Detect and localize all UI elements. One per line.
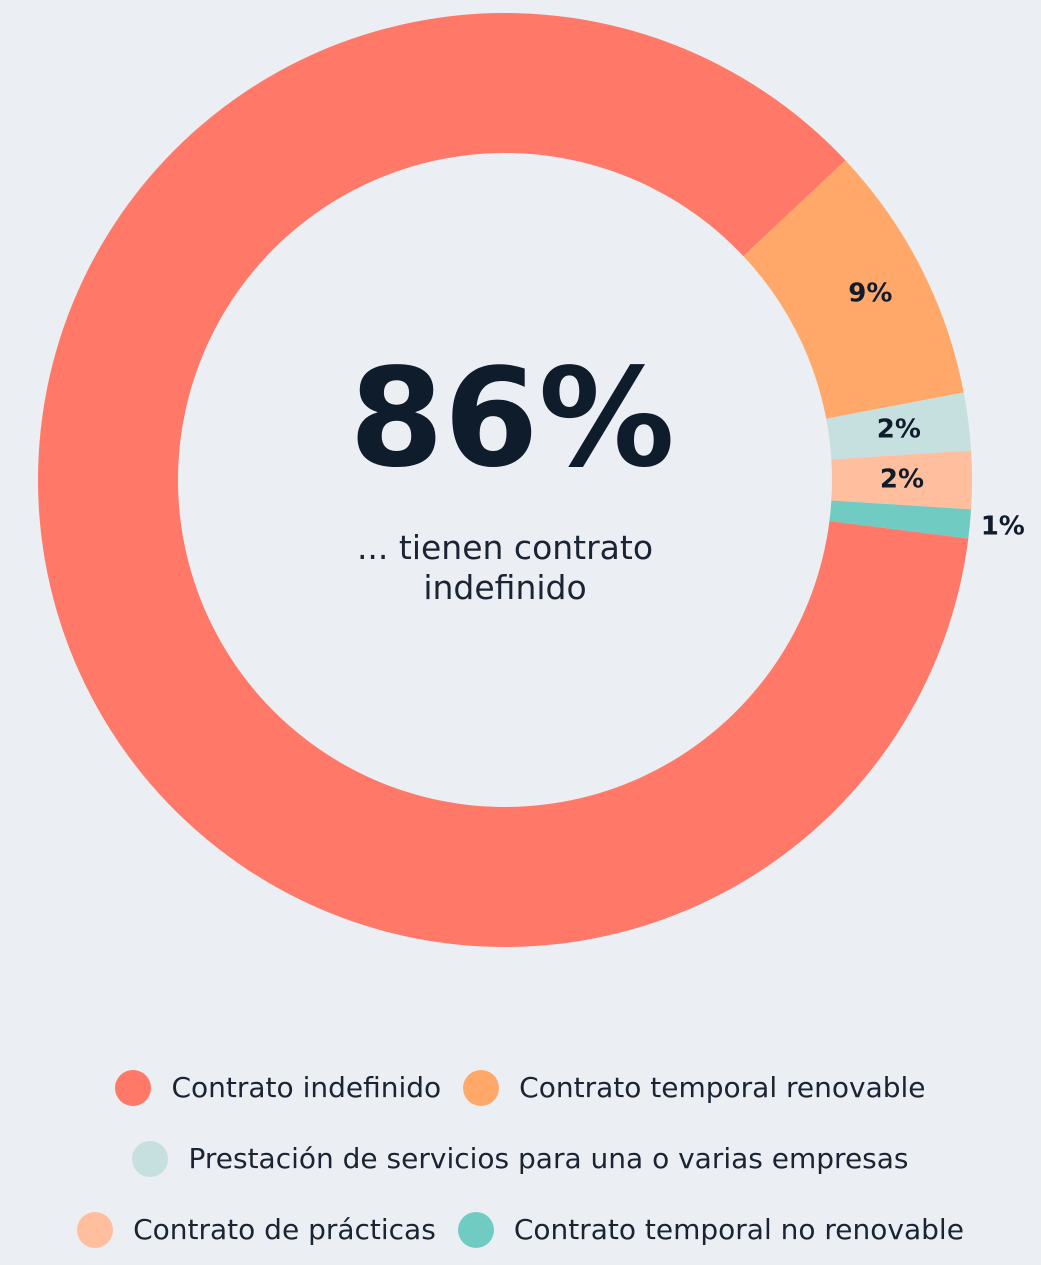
slice xyxy=(743,160,964,419)
legend: Contrato indefinido Contrato temporal ren… xyxy=(0,1052,1041,1265)
legend-label: Prestación de servicios para una o varia… xyxy=(188,1142,909,1175)
slice xyxy=(829,500,972,539)
legend-swatch xyxy=(115,1069,152,1106)
legend-item: Contrato temporal renovable xyxy=(463,1069,926,1106)
legend-item: Contrato indefinido xyxy=(115,1069,442,1106)
slice-label: 1% xyxy=(981,512,1025,542)
legend-row: Prestación de servicios para una o varia… xyxy=(0,1123,1041,1194)
legend-label: Contrato de prácticas xyxy=(133,1213,436,1246)
legend-label: Contrato temporal no renovable xyxy=(513,1213,964,1246)
chart: 86% 9% 2% 2% 1% xyxy=(38,12,1025,948)
slice-label: 9% xyxy=(848,278,892,308)
legend-label: Contrato temporal renovable xyxy=(519,1071,926,1104)
legend-item: Contrato de prácticas xyxy=(77,1211,436,1248)
slice xyxy=(831,450,972,510)
slice-label: 2% xyxy=(880,465,924,495)
center-text: ... tienen contrato indefinido xyxy=(356,528,654,607)
legend-swatch xyxy=(457,1211,494,1248)
legend-swatch xyxy=(132,1140,169,1177)
legend-row: Contrato de prácticas Contrato temporal n… xyxy=(0,1194,1041,1265)
slice xyxy=(38,12,969,948)
center-value: 86% xyxy=(349,340,675,498)
slice-label: 2% xyxy=(877,415,921,445)
legend-swatch xyxy=(463,1069,500,1106)
slice xyxy=(826,392,972,460)
legend-label: Contrato indefinido xyxy=(171,1071,442,1104)
legend-item: Prestación de servicios para una o varia… xyxy=(132,1140,909,1177)
legend-row: Contrato indefinido Contrato temporal ren… xyxy=(0,1052,1041,1123)
legend-swatch xyxy=(77,1211,114,1248)
legend-item: Contrato temporal no renovable xyxy=(457,1211,964,1248)
